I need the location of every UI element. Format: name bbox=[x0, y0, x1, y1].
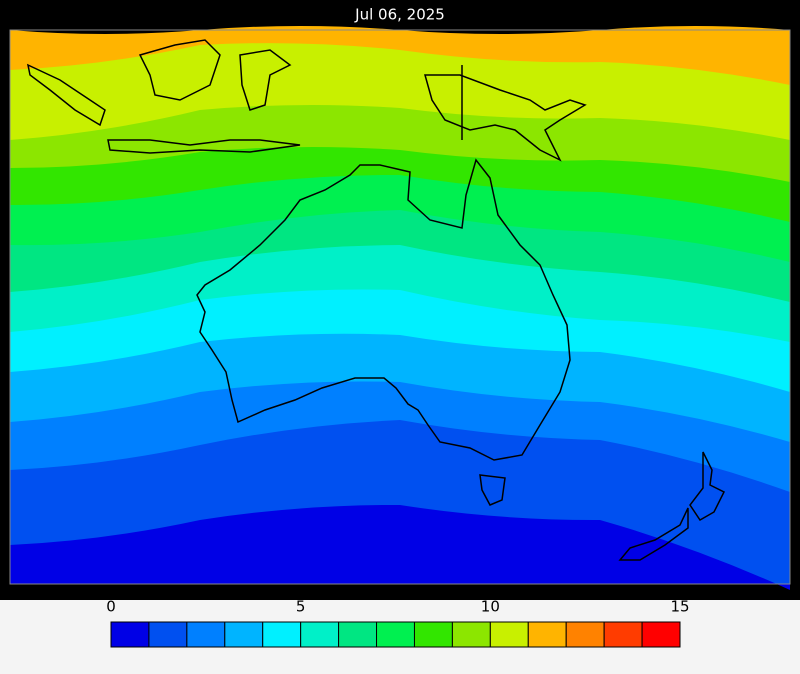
field bbox=[10, 26, 790, 590]
colorbar-swatch bbox=[451, 621, 491, 648]
colorbar-tick-label: 5 bbox=[296, 598, 306, 616]
map-border bbox=[9, 29, 791, 585]
australia bbox=[196, 158, 571, 461]
colorbar: 0 5 10 15 bbox=[106, 598, 690, 648]
map-title: Jul 06, 2025 bbox=[354, 6, 445, 24]
new-zealand-south bbox=[618, 507, 689, 561]
colorbar-swatch bbox=[300, 621, 340, 648]
colorbar-swatch bbox=[413, 621, 453, 648]
colorbar-swatch bbox=[603, 621, 643, 648]
colorbar-swatch bbox=[148, 621, 188, 648]
colorbar-tick-label: 10 bbox=[481, 598, 500, 616]
colorbar-swatch bbox=[110, 621, 150, 648]
sulawesi bbox=[239, 49, 292, 111]
java-islands bbox=[107, 139, 301, 154]
field-band bbox=[10, 504, 790, 590]
tasmania bbox=[479, 474, 506, 506]
colorbar-swatch bbox=[527, 621, 567, 648]
colorbar-swatch bbox=[641, 621, 681, 648]
sumatra bbox=[26, 63, 106, 127]
colorbar-swatch bbox=[262, 621, 302, 648]
colorbar-swatch bbox=[224, 621, 264, 648]
colorbar-tick-label: 15 bbox=[670, 598, 689, 616]
borneo bbox=[138, 39, 221, 101]
colorbar-swatch bbox=[565, 621, 605, 648]
colorbar-swatch bbox=[186, 621, 226, 648]
new-zealand-north bbox=[689, 451, 726, 521]
colorbar-swatch bbox=[376, 621, 415, 648]
colorbar-tick-label: 0 bbox=[106, 598, 116, 616]
colorbar-swatch bbox=[338, 621, 378, 648]
colorbar-swatch bbox=[489, 621, 529, 648]
coastlines bbox=[26, 39, 726, 561]
